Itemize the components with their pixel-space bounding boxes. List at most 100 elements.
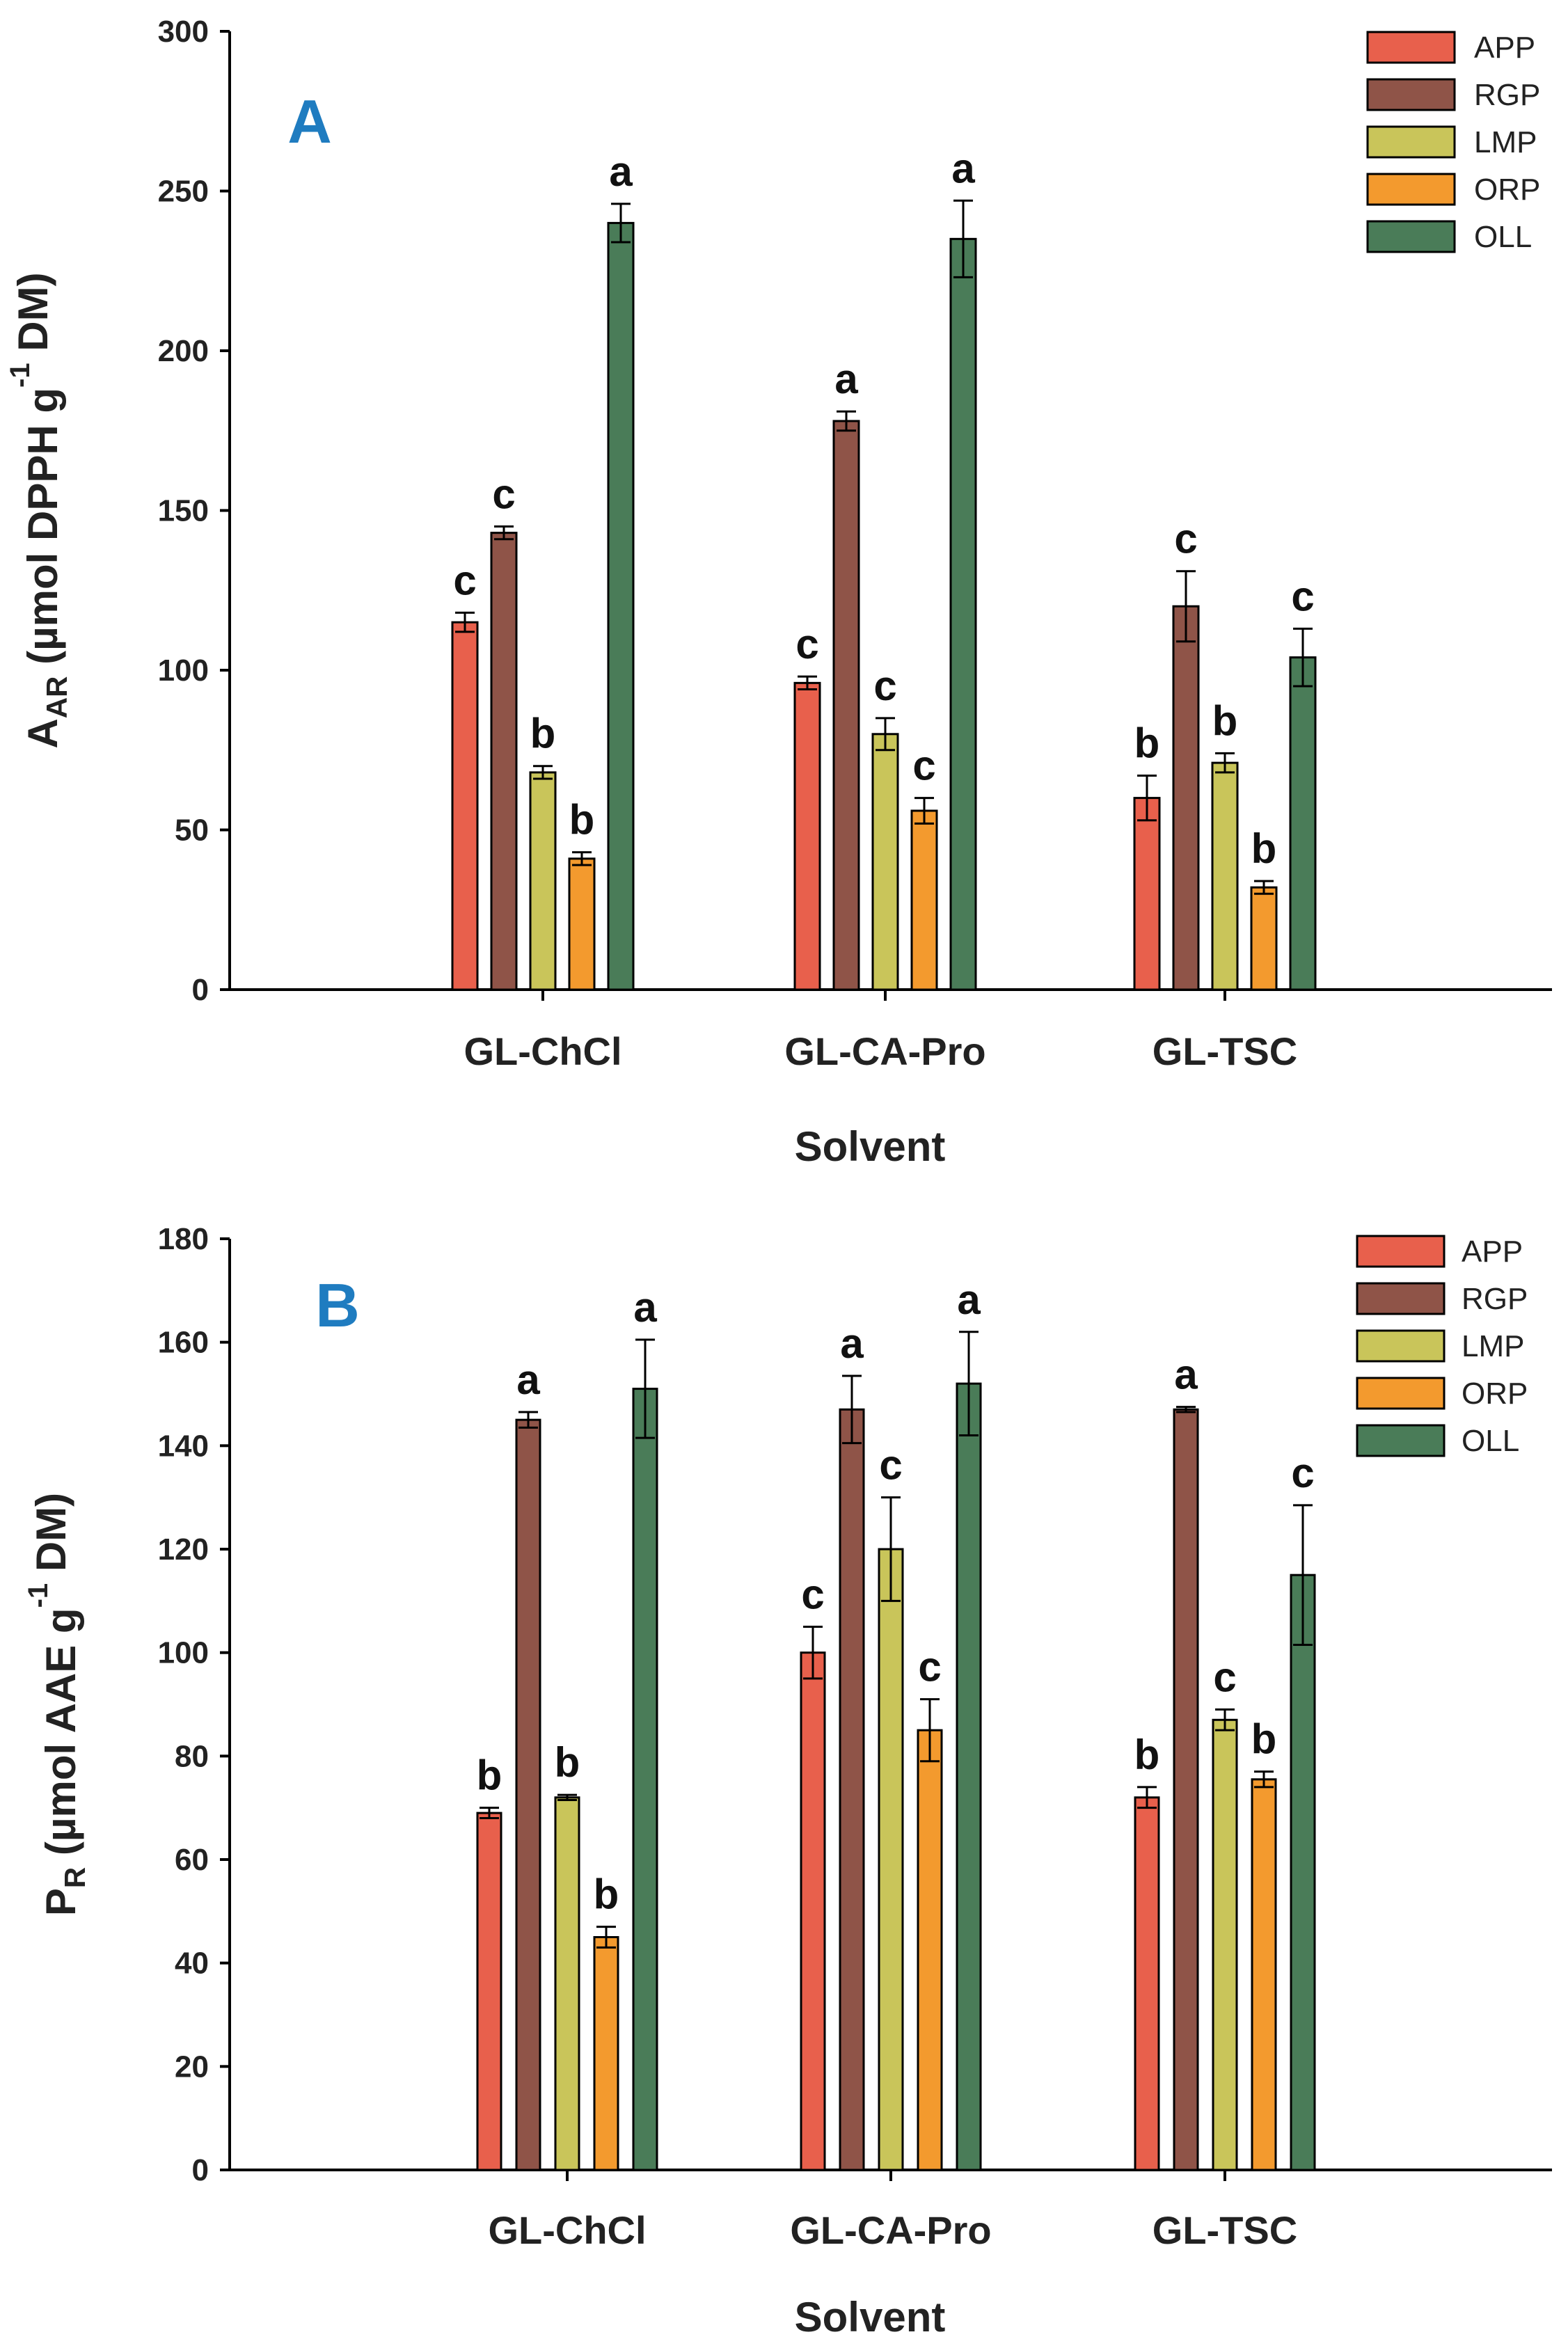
- y-tick-label: 100: [158, 1636, 209, 1670]
- panel-letter: A: [287, 87, 332, 156]
- y-tick-label: 180: [158, 1222, 209, 1256]
- x-category-label: GL-CA-Pro: [784, 1029, 985, 1073]
- series-APP: ccb: [451, 557, 1161, 991]
- series-ORP: bcb: [593, 1644, 1277, 2171]
- significance-letter: b: [569, 797, 595, 843]
- y-axis-title-part: R: [58, 1867, 91, 1888]
- bar: [800, 1651, 826, 2171]
- y-tick-label: 80: [175, 1739, 209, 1773]
- legend-swatch: [1366, 220, 1456, 253]
- y-tick-label: 50: [175, 814, 209, 848]
- significance-letter: b: [477, 1752, 502, 1799]
- significance-letter: c: [918, 1644, 941, 1690]
- y-tick-label: 250: [158, 175, 209, 209]
- y-tick-label: 300: [158, 15, 209, 49]
- legend: APP RGP LMP ORP OLL: [1366, 31, 1540, 254]
- y-axis-title-part: AR: [40, 676, 73, 719]
- series-OLL: a a c: [607, 145, 1317, 991]
- y-tick-label: 0: [192, 973, 209, 1007]
- y-axis-title-part: (µmol AAE g: [38, 1608, 84, 1867]
- bar: [917, 1729, 943, 2171]
- y-axis-title-part: A: [19, 718, 66, 748]
- significance-letter: b: [594, 1871, 619, 1918]
- significance-letter: a: [1174, 1352, 1198, 1398]
- bar: [1172, 605, 1200, 991]
- legend-label: RGP: [1462, 1282, 1528, 1316]
- significance-letter: c: [801, 1571, 824, 1618]
- y-tick-label: 160: [158, 1326, 209, 1360]
- bar: [568, 857, 596, 991]
- y-axis-title: AAR (µmol DPPH g-1 DM): [5, 272, 73, 748]
- bar: [839, 1408, 865, 2171]
- significance-letter: a: [951, 145, 975, 191]
- series-RGP: aaa: [515, 1320, 1199, 2171]
- legend-label: RGP: [1474, 78, 1540, 112]
- legend-swatch: [1366, 173, 1456, 206]
- legend-swatch: [1366, 125, 1456, 159]
- bar: [1133, 797, 1161, 991]
- panel-letter: B: [315, 1271, 360, 1340]
- significance-letter: c: [912, 743, 935, 789]
- legend-swatch: [1356, 1377, 1446, 1410]
- legend-label: ORP: [1462, 1377, 1528, 1411]
- significance-letter: c: [1213, 1654, 1236, 1700]
- x-axis-title: Solvent: [795, 2294, 946, 2340]
- y-tick-label: 60: [175, 1843, 209, 1877]
- bar: [910, 809, 938, 991]
- bar: [1289, 656, 1317, 991]
- significance-letter: b: [555, 1739, 580, 1786]
- y-tick-label: 0: [192, 2153, 209, 2187]
- bar: [1211, 761, 1239, 991]
- significance-letter: b: [530, 711, 556, 757]
- legend-label: OLL: [1474, 220, 1532, 254]
- x-category-label: GL-ChCl: [488, 2208, 646, 2252]
- bar: [1134, 1796, 1160, 2171]
- significance-letter: c: [1291, 1450, 1314, 1496]
- bar: [878, 1548, 904, 2171]
- series-APP: b c b: [476, 1571, 1160, 2171]
- series-LMP: b c c: [554, 1442, 1238, 2171]
- y-tick-label: 140: [158, 1429, 209, 1463]
- x-category-label: GL-CA-Pro: [790, 2208, 991, 2252]
- legend-swatch: [1366, 78, 1456, 111]
- legend-label: LMP: [1462, 1329, 1524, 1363]
- legend: APP RGP LMP ORP OLL: [1356, 1235, 1528, 1458]
- y-axis-title-part: -1: [23, 1583, 54, 1608]
- x-category-label: GL-TSC: [1153, 1029, 1297, 1073]
- bar: [451, 621, 479, 991]
- significance-letter: b: [1134, 720, 1160, 766]
- bar: [793, 681, 821, 991]
- bar: [1250, 886, 1278, 991]
- y-tick-label: 200: [158, 334, 209, 368]
- y-axis-title-part: P: [38, 1888, 84, 1916]
- significance-letter: c: [795, 621, 818, 667]
- chart-panel-B: 0 20 40 60 80 100 120 140 160 180 GL-ChCl GL-CA-Pro…: [23, 1222, 1552, 2340]
- legend-swatch: [1366, 31, 1456, 64]
- y-tick-label: 20: [175, 2050, 209, 2084]
- chart-panel-A: 0 50 100 150 200 250 300 GL-ChCl GL-CA-Pro GL-TSC…: [5, 15, 1552, 1170]
- bar: [1173, 1408, 1199, 2171]
- x-axis-title: Solvent: [795, 1123, 946, 1170]
- legend-swatch: [1356, 1329, 1446, 1363]
- series-LMP: b c b: [529, 663, 1239, 991]
- bar: [956, 1382, 982, 2171]
- y-axis-title: PR (µmol AAE g-1 DM): [23, 1493, 91, 1916]
- legend-label: LMP: [1474, 125, 1537, 159]
- bar: [632, 1388, 658, 2171]
- bar: [871, 733, 899, 991]
- significance-letter: c: [1291, 573, 1314, 619]
- significance-letter: a: [633, 1284, 657, 1331]
- bar: [476, 1812, 502, 2171]
- bar: [490, 532, 518, 991]
- series-ORP: bcb: [568, 743, 1278, 991]
- significance-letter: c: [492, 470, 515, 517]
- bar: [515, 1418, 541, 2171]
- bar: [1212, 1718, 1238, 2171]
- significance-letter: b: [1212, 697, 1238, 744]
- bar: [607, 221, 635, 991]
- bar: [1251, 1778, 1277, 2171]
- significance-letter: c: [873, 663, 896, 709]
- significance-letter: a: [609, 148, 633, 195]
- legend-label: OLL: [1462, 1424, 1519, 1458]
